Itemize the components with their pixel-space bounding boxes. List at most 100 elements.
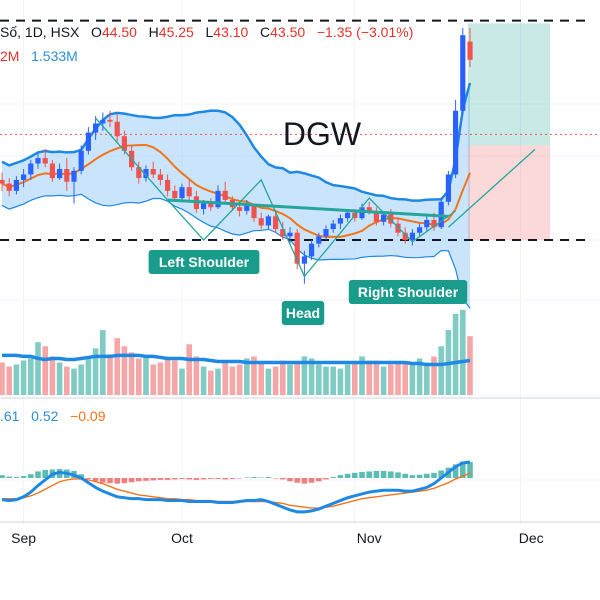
macd-histogram-bar — [301, 478, 308, 484]
candle-body — [157, 174, 163, 180]
candle-body — [21, 174, 27, 180]
candle-body — [417, 227, 423, 233]
close-label: C — [260, 24, 271, 40]
candle-body — [186, 187, 192, 197]
candle-body — [460, 35, 466, 111]
label-left-shoulder: Left Shoulder — [159, 254, 250, 270]
band-lower — [1, 193, 471, 309]
volume-bar — [193, 356, 200, 395]
candle-body — [42, 158, 48, 164]
volume-bar — [179, 368, 185, 395]
candle-body — [265, 216, 271, 226]
volume-bar — [280, 360, 286, 395]
macd-histogram-bar — [121, 478, 128, 484]
volume-bar — [316, 364, 322, 395]
volume-bar — [49, 356, 56, 395]
candle-body — [64, 169, 70, 182]
volume-value: 2M — [0, 48, 20, 64]
candle-body — [107, 119, 113, 122]
candle-body — [49, 163, 55, 179]
change-value: −1.35 (−3.01%) — [316, 24, 414, 40]
band-upper — [1, 82, 472, 202]
macd-histogram-bar — [42, 470, 48, 478]
volume-bar — [460, 309, 466, 395]
volume-bar — [380, 366, 387, 395]
volume-bar — [402, 362, 408, 395]
close-value: 43.50 — [270, 24, 306, 40]
candle-body — [78, 150, 84, 171]
volume-bar — [20, 360, 27, 395]
chart-title: DGW — [283, 116, 362, 152]
candlesticks — [0, 27, 473, 284]
macd-histogram-bar — [316, 478, 322, 482]
low-value: 43.10 — [213, 24, 249, 40]
volume-bar — [294, 362, 300, 395]
open-label: O — [91, 24, 102, 40]
label-right-shoulder: Right Shoulder — [358, 284, 459, 300]
macd-histogram-bar — [136, 478, 142, 482]
candle-body — [373, 210, 379, 222]
candle-body — [294, 232, 300, 264]
bollinger-bands — [1, 82, 472, 309]
candle-body — [215, 190, 221, 208]
macd-histogram-bar — [0, 475, 5, 478]
macd-histogram-bar — [172, 478, 178, 480]
macd-histogram-bar — [143, 478, 149, 481]
candle-body — [85, 132, 91, 151]
band-fill — [2, 82, 470, 309]
label-head: Head — [286, 305, 320, 321]
candle-body — [366, 207, 372, 211]
candle-body — [100, 119, 106, 124]
macd-histogram-bar — [359, 471, 365, 478]
candle-body — [431, 219, 437, 228]
candle-body — [179, 187, 185, 199]
macd-histogram-bar — [380, 470, 387, 478]
macd-histogram-bar — [402, 473, 408, 478]
candle-body — [424, 219, 430, 228]
volume-bar — [42, 346, 48, 395]
candle-body — [57, 169, 63, 179]
volume-bar — [395, 362, 401, 395]
volume-bar — [114, 338, 120, 395]
macd-histogram-bar — [294, 478, 300, 483]
volume-bar — [229, 366, 236, 395]
candle-body — [409, 232, 415, 240]
volume-bar — [366, 360, 372, 395]
macd-histogram-bar — [265, 477, 272, 478]
volume-bar — [330, 366, 336, 395]
volume-bar — [35, 342, 41, 395]
high-value: 45.25 — [158, 24, 194, 40]
label-left-shoulder-bg — [148, 250, 260, 274]
macd-histogram-bar — [179, 478, 185, 479]
macd-histogram-bar — [150, 478, 156, 481]
macd-value: .61 — [0, 408, 20, 424]
candle-body — [345, 212, 351, 219]
macd-histogram-bar — [337, 475, 344, 478]
volume-bar — [186, 344, 192, 395]
macd-legend: .61 0.52 −0.09 — [0, 408, 106, 424]
x-tick-label: Oct — [171, 530, 193, 546]
volume-bar — [409, 364, 416, 395]
candle-body — [71, 170, 77, 182]
target-zone — [468, 23, 550, 146]
macd-histogram-bar — [395, 472, 401, 478]
macd-histogram-bar — [366, 471, 372, 478]
volume-bar — [416, 358, 423, 395]
high-label: H — [148, 24, 159, 40]
volume-bar — [208, 370, 214, 395]
candle-body — [337, 218, 343, 224]
candle-body — [222, 190, 228, 200]
volume-bar — [215, 368, 221, 395]
candle-body — [150, 169, 156, 175]
x-tick-label: Sep — [11, 530, 36, 546]
macd-histogram-bar — [409, 475, 416, 478]
macd-histogram-bar — [330, 477, 336, 478]
macd-histogram-bar — [222, 478, 228, 480]
candle-body — [244, 205, 250, 211]
macd-histogram-bar — [452, 464, 459, 478]
candle-body — [309, 243, 315, 257]
ohlc-legend: Số, 1D, HSX O44.50 H45.25 L43.10 C43.50 … — [0, 24, 413, 40]
macd-histogram-bar — [308, 478, 315, 483]
macd-histogram-bar — [431, 472, 437, 478]
